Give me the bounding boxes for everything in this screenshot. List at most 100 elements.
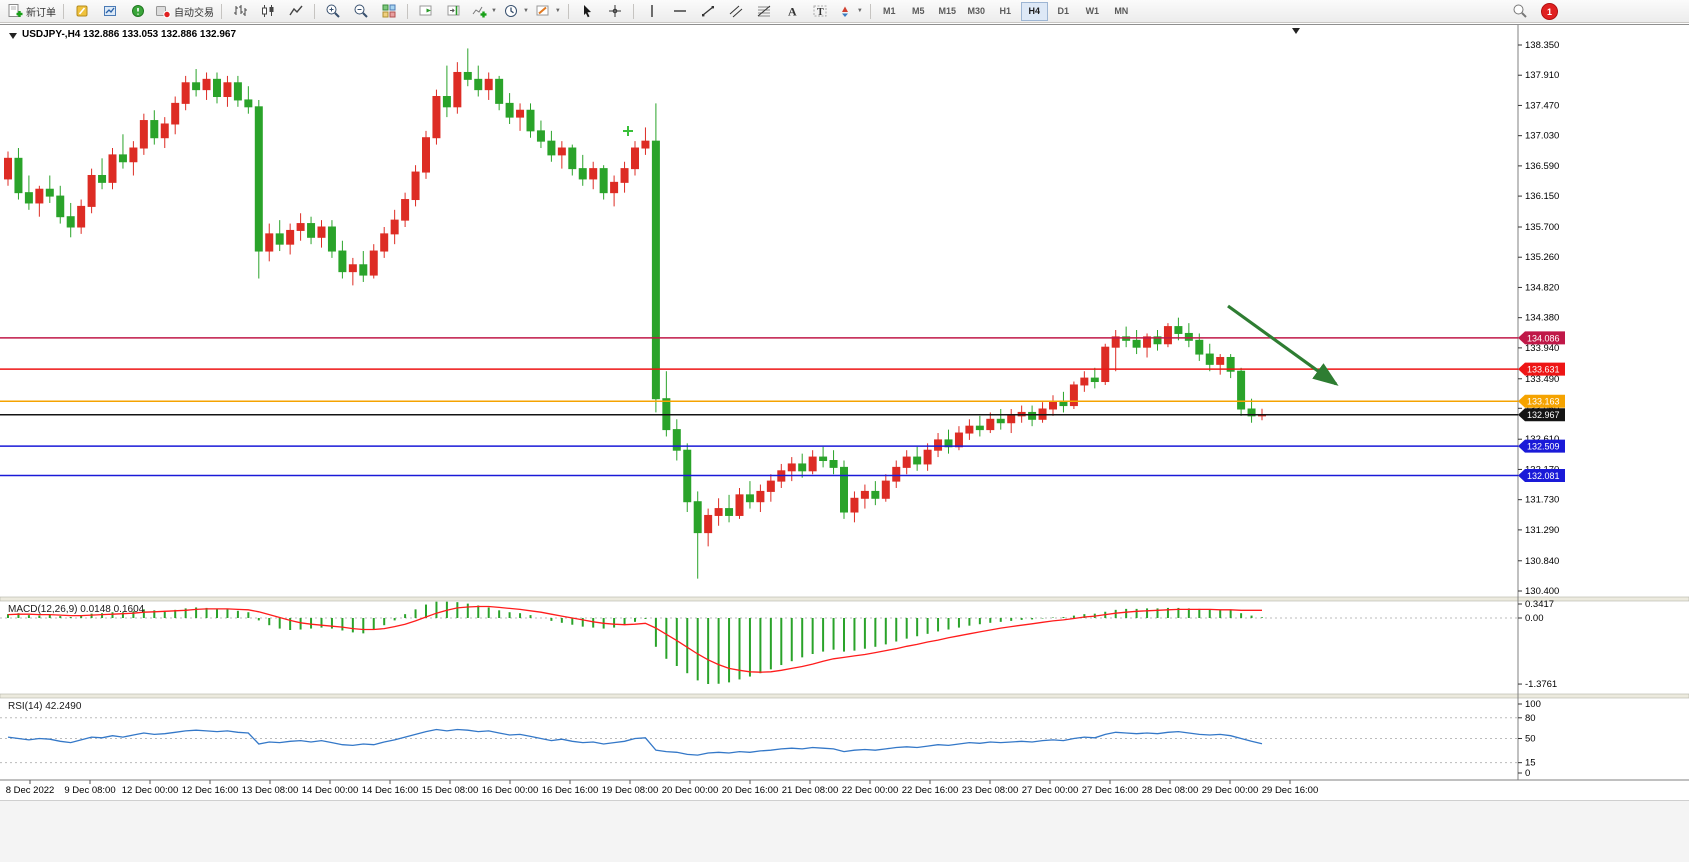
- channel-tool-button[interactable]: [722, 0, 750, 22]
- candle: [756, 484, 765, 513]
- candle: [380, 227, 389, 258]
- rsi-scale-label: 100: [1525, 699, 1541, 710]
- metaeditor-icon: [76, 5, 88, 17]
- tab-d1[interactable]: D1: [1057, 5, 1070, 16]
- tab-mn[interactable]: MN: [1114, 5, 1129, 16]
- price-badge-label: 132.509: [1527, 442, 1560, 452]
- candle: [1132, 330, 1141, 355]
- price-tick-label: 134.820: [1525, 282, 1559, 293]
- arrows-caret-icon: ▼: [856, 8, 863, 14]
- candle: [160, 117, 169, 149]
- candle: [892, 460, 901, 488]
- pane-separator[interactable]: [0, 596, 1689, 602]
- new-order-button[interactable]: 新订单: [4, 0, 59, 22]
- candle: [798, 453, 807, 478]
- periods-button[interactable]: ▼: [500, 0, 532, 22]
- price-badge-label: 132.081: [1527, 471, 1560, 481]
- price-tick-label: 137.470: [1525, 100, 1559, 111]
- candle: [108, 148, 117, 190]
- metaeditor-button[interactable]: [68, 0, 96, 22]
- macd-signal-line: [7, 605, 1262, 673]
- candle: [1028, 405, 1037, 427]
- macd-scale-label: 0.3417: [1525, 599, 1554, 610]
- search-button[interactable]: [1512, 3, 1528, 19]
- tab-h1[interactable]: H1: [999, 5, 1012, 16]
- crosshair-icon: [608, 5, 621, 17]
- price-tick-label: 137.910: [1525, 70, 1559, 81]
- notification-badge[interactable]: 1: [1541, 3, 1558, 20]
- price-badge-label: 133.631: [1527, 365, 1560, 375]
- text-label-tool-button[interactable]: T: [806, 0, 834, 22]
- vertical-line-tool-button[interactable]: [638, 0, 666, 22]
- candle: [495, 75, 504, 111]
- tab-h4[interactable]: H4: [1020, 1, 1048, 21]
- horizontal-line-tool-button[interactable]: [666, 0, 694, 22]
- zoom-in-button[interactable]: [319, 0, 347, 22]
- macd-scale-label: -1.3761: [1525, 679, 1557, 690]
- time-label: 12 Dec 16:00: [182, 785, 239, 796]
- candle: [1247, 398, 1256, 423]
- time-label: 14 Dec 16:00: [362, 785, 419, 796]
- candle: [1101, 343, 1110, 385]
- trendline-tool-button[interactable]: [694, 0, 722, 22]
- terminal-button[interactable]: [96, 0, 124, 22]
- fibonacci-tool-button[interactable]: [750, 0, 778, 22]
- candle: [986, 412, 995, 434]
- mql5-community-button[interactable]: [124, 0, 152, 22]
- time-label: 20 Dec 00:00: [662, 785, 719, 796]
- candlestick-chart-button[interactable]: [254, 0, 282, 22]
- chart-dropdown-arrow-icon[interactable]: [1292, 28, 1300, 34]
- tab-m5[interactable]: M5: [912, 5, 925, 16]
- candle: [338, 240, 347, 279]
- autotrading-button[interactable]: 自动交易: [152, 0, 217, 22]
- bar-chart-button[interactable]: [226, 0, 254, 22]
- candle: [578, 154, 587, 186]
- candle: [1174, 317, 1183, 341]
- tab-m30[interactable]: M30: [967, 5, 986, 16]
- zoom-out-button[interactable]: [347, 0, 375, 22]
- price-badge-label: 133.163: [1527, 397, 1560, 407]
- candle: [1111, 330, 1120, 372]
- crosshair-button[interactable]: [601, 0, 629, 22]
- plus-marker-annotation[interactable]: [623, 126, 633, 136]
- tab-w1[interactable]: W1: [1085, 5, 1100, 16]
- price-tick-label: 130.840: [1525, 556, 1559, 567]
- chart-canvas[interactable]: 138.350 137.910 137.470 137.030 136.590 136.1…: [0, 25, 1689, 801]
- tab-m15[interactable]: M15: [938, 5, 957, 16]
- svg-text:T: T: [817, 7, 824, 18]
- one-click-trading-expander-icon[interactable]: [9, 33, 17, 39]
- candle: [192, 69, 201, 97]
- candle: [704, 508, 713, 547]
- auto-scroll-button[interactable]: [412, 0, 440, 22]
- candle: [610, 175, 619, 207]
- chart-shift-button[interactable]: [440, 0, 468, 22]
- line-chart-button[interactable]: [282, 0, 310, 22]
- candle: [934, 433, 943, 458]
- candle: [14, 148, 23, 200]
- arrows-tool-button[interactable]: ▼: [834, 0, 866, 22]
- trend-arrow-annotation[interactable]: [1227, 304, 1339, 386]
- candle: [516, 103, 525, 131]
- tab-m1[interactable]: M1: [883, 5, 896, 16]
- candle: [1184, 323, 1193, 348]
- candle: [714, 498, 723, 526]
- cursor-button[interactable]: [573, 0, 601, 22]
- candle: [1049, 395, 1057, 416]
- time-label: 19 Dec 08:00: [602, 785, 659, 796]
- tile-windows-button[interactable]: [375, 0, 403, 22]
- indicators-button[interactable]: ▼: [468, 0, 500, 22]
- price-tick-label: 133.490: [1525, 374, 1559, 385]
- candle: [286, 223, 295, 255]
- candle: [139, 113, 148, 155]
- pane-separator[interactable]: [0, 693, 1689, 699]
- chart-window: 138.350 137.910 137.470 137.030 136.590 136.1…: [0, 24, 1689, 801]
- rsi-indicator-label: RSI(14) 42.2490: [8, 701, 82, 712]
- candle: [265, 223, 274, 262]
- price-tick-label: 138.350: [1525, 40, 1559, 51]
- text-tool-button[interactable]: A: [778, 0, 806, 22]
- candle: [913, 446, 922, 471]
- price-tick-label: 137.030: [1525, 131, 1559, 142]
- templates-button[interactable]: ▼: [532, 0, 564, 22]
- candle: [1205, 343, 1214, 372]
- candle: [641, 127, 650, 155]
